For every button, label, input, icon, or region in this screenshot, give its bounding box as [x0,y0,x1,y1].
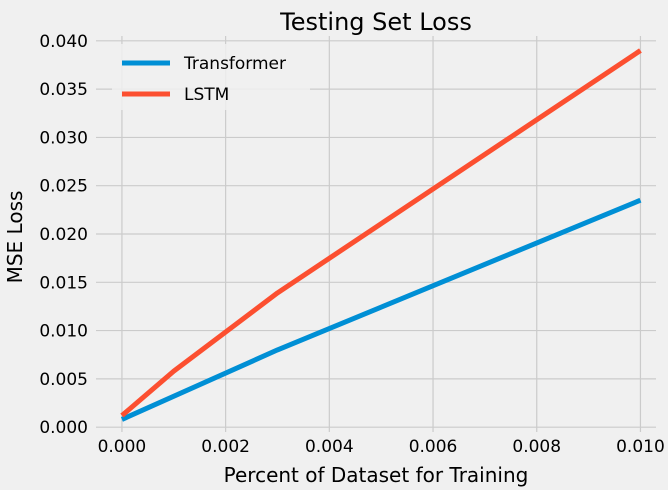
series-lines [120,48,642,422]
x-tick-label: 0.004 [305,437,354,457]
legend-label-lstm: LSTM [184,85,229,105]
y-tick-label: 0.005 [39,370,88,390]
series-line-lstm [120,48,642,418]
y-tick-label: 0.010 [39,322,88,342]
x-tick-labels: 0.000 0.002 0.004 0.006 0.008 0.010 [98,437,665,457]
legend-label-transformer: Transformer [183,54,286,74]
x-tick-label: 0.006 [409,437,458,457]
x-tick-label: 0.010 [616,437,665,457]
x-tick-label: 0.008 [512,437,561,457]
x-tick-label: 0.000 [98,437,147,457]
x-tick-label: 0.002 [201,437,250,457]
y-tick-label: 0.035 [39,80,88,100]
legend: Transformer LSTM [112,44,310,110]
y-axis-label: MSE Loss [3,191,27,284]
y-tick-label: 0.000 [39,418,88,438]
chart-title: Testing Set Loss [279,8,472,36]
series-line-transformer [120,197,642,422]
y-tick-label: 0.030 [39,128,88,148]
y-tick-labels: 0.000 0.005 0.010 0.015 0.020 0.025 0.030 0.035… [39,32,88,438]
y-tick-label: 0.015 [39,273,88,293]
y-tick-label: 0.020 [39,225,88,245]
y-tick-label: 0.025 [39,177,88,197]
x-axis-label: Percent of Dataset for Training [224,463,529,487]
y-tick-label: 0.040 [39,32,88,52]
